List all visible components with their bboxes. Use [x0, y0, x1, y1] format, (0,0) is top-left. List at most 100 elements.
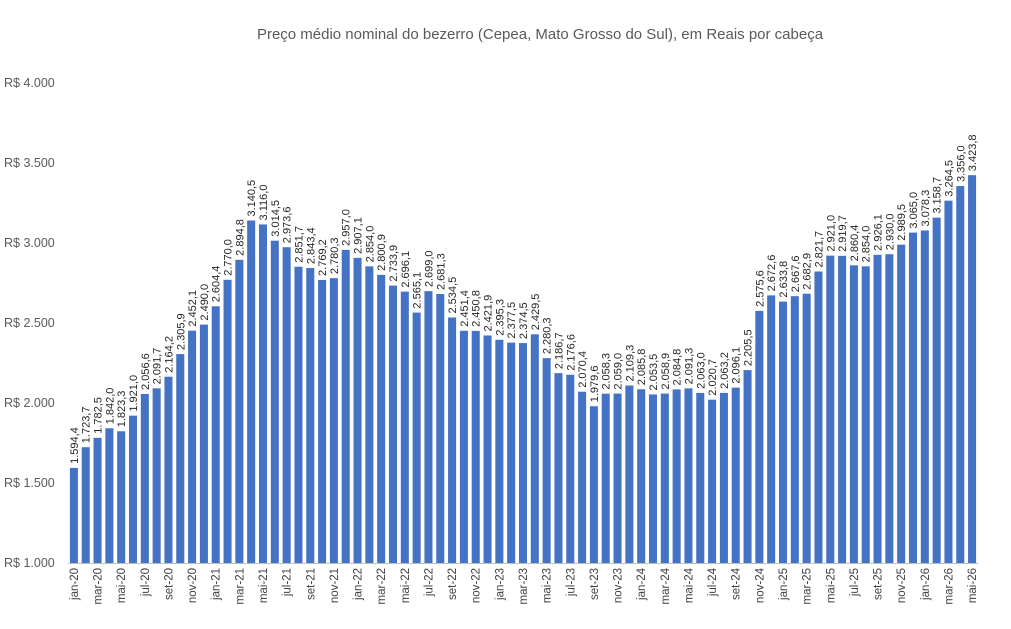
- data-label: 2.096,1: [731, 347, 743, 384]
- bar-mai-26: [968, 175, 977, 563]
- bar-nov-23: [613, 393, 622, 563]
- bar-mai-25: [826, 255, 835, 563]
- data-label: 2.699,0: [423, 250, 435, 287]
- data-label: 2.919,7: [837, 215, 849, 252]
- x-tick-label: mai-21: [258, 568, 270, 603]
- x-tick-label: set-25: [873, 568, 885, 600]
- y-tick-label: R$ 1.000: [4, 556, 55, 570]
- data-label: 1.979,6: [589, 366, 601, 403]
- data-label: 1.921,0: [128, 375, 140, 412]
- x-tick-label: jan-21: [211, 568, 223, 601]
- x-tick-label: jan-26: [920, 568, 932, 601]
- data-label: 2.894,8: [234, 219, 246, 256]
- data-label: 2.053,5: [648, 354, 660, 391]
- data-label: 3.065,0: [908, 192, 920, 229]
- data-label: 2.633,8: [778, 261, 790, 298]
- data-label: 1.823,3: [116, 391, 128, 428]
- bars-group: [69, 175, 977, 564]
- bar-jan-22: [353, 257, 362, 563]
- data-label: 2.696,1: [400, 251, 412, 288]
- bar-set-25: [873, 254, 882, 563]
- data-label: 2.682,9: [802, 253, 814, 290]
- data-label: 2.374,5: [518, 302, 530, 339]
- data-label: 2.063,2: [719, 352, 731, 389]
- bar-fev-24: [648, 394, 658, 563]
- x-tick-label: mar-23: [518, 568, 530, 604]
- data-label: 2.280,3: [542, 317, 554, 354]
- bar-abr-25: [814, 271, 823, 563]
- x-tick-label: jan-25: [778, 568, 790, 601]
- data-label: 2.164,2: [163, 336, 175, 373]
- data-label: 2.085,8: [636, 349, 648, 386]
- bar-jan-26: [920, 230, 929, 563]
- data-label: 2.821,7: [813, 231, 825, 268]
- data-label: 1.723,7: [81, 407, 93, 444]
- data-label: 2.973,6: [282, 207, 294, 244]
- bar-dez-25: [908, 232, 918, 563]
- bar-jan-20: [69, 467, 78, 563]
- bar-dez-23: [625, 385, 634, 563]
- x-tick-label: set-23: [589, 568, 601, 600]
- data-label: 2.851,7: [293, 226, 305, 263]
- data-label: 2.084,8: [672, 349, 684, 386]
- bar-set-24: [731, 387, 740, 563]
- bar-abr-22: [388, 285, 398, 563]
- bar-jul-21: [282, 247, 291, 563]
- x-axis: jan-20 mar-20 mai-20 jul-20 set-20 nov-20 jan-…: [69, 567, 979, 604]
- data-label: 3.356,0: [955, 145, 967, 182]
- data-label: 2.059,0: [613, 353, 625, 390]
- bar-mar-21: [235, 259, 244, 563]
- chart-title: Preço médio nominal do bezerro (Cepea, M…: [257, 26, 824, 43]
- data-label: 2.395,3: [494, 299, 506, 336]
- bar-fev-25: [790, 296, 799, 563]
- bar-jun-22: [412, 312, 421, 563]
- x-tick-label: mai-20: [116, 568, 128, 603]
- data-label: 3.140,5: [246, 180, 258, 217]
- bar-fev-22: [365, 266, 374, 563]
- bar-abr-21: [247, 220, 256, 563]
- data-label: 2.070,4: [577, 351, 589, 388]
- x-tick-label: jul-21: [282, 568, 294, 597]
- bar-jun-20: [128, 415, 138, 563]
- x-tick-label: nov-20: [187, 568, 199, 603]
- data-label: 2.421,9: [483, 295, 495, 332]
- data-label: 3.014,5: [270, 200, 282, 237]
- data-label: 2.056,6: [140, 353, 152, 390]
- data-label: 2.020,7: [707, 359, 719, 396]
- bar-nov-24: [755, 310, 764, 563]
- data-label: 2.860,4: [849, 225, 861, 262]
- bar-mai-23: [542, 358, 551, 563]
- x-tick-label: set-24: [731, 567, 743, 600]
- x-tick-label: mai-25: [825, 568, 837, 603]
- data-label: 2.534,5: [447, 277, 459, 314]
- data-label: 2.854,0: [364, 226, 376, 263]
- data-label: 2.091,7: [152, 348, 164, 385]
- bar-nov-22: [471, 330, 480, 563]
- data-label: 2.565,1: [412, 272, 424, 309]
- y-tick-label: R$ 3.000: [4, 236, 55, 250]
- data-label: 3.158,7: [932, 177, 944, 214]
- data-label: 1.782,5: [93, 397, 105, 434]
- bar-out-24: [743, 370, 752, 563]
- bar-jan-24: [637, 389, 646, 563]
- data-label: 3.423,8: [967, 134, 979, 171]
- data-label: 2.921,0: [825, 215, 837, 252]
- bar-abr-20: [105, 428, 114, 563]
- x-tick-label: mar-26: [943, 568, 955, 604]
- bar-fev-21: [223, 279, 232, 563]
- data-label: 2.450,8: [471, 290, 483, 327]
- bar-ago-22: [436, 293, 445, 563]
- data-label: 2.176,6: [565, 334, 577, 371]
- bar-dez-24: [767, 295, 776, 563]
- data-label: 2.843,4: [305, 227, 317, 264]
- data-label: 2.672,6: [766, 255, 778, 292]
- bar-jan-23: [495, 339, 504, 563]
- bar-jul-23: [566, 374, 575, 563]
- bar-jun-24: [696, 392, 705, 563]
- bar-jul-25: [849, 265, 858, 563]
- bar-ago-25: [861, 266, 870, 563]
- x-tick-label: nov-21: [329, 568, 341, 603]
- data-label: 1.594,4: [69, 427, 81, 464]
- bar-dez-20: [199, 324, 208, 563]
